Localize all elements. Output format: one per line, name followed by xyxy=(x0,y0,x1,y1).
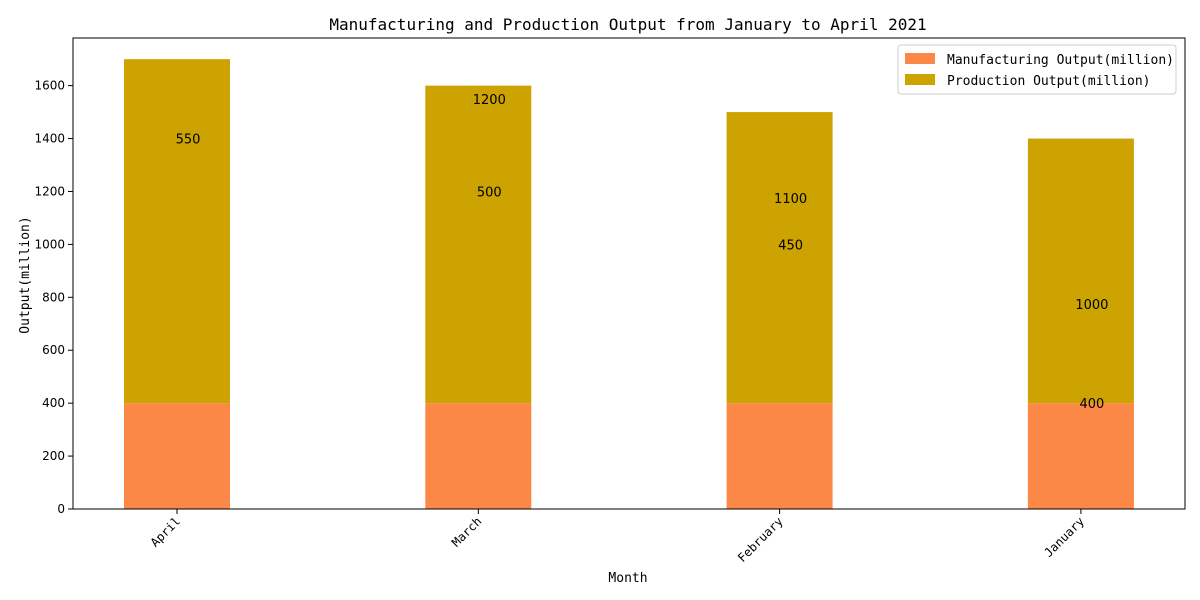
legend-label: Manufacturing Output(million) xyxy=(947,53,1174,68)
annotations-group: 550 1200 500 1100 450 1000 400 xyxy=(176,93,1109,412)
legend: Manufacturing Output(million) Production … xyxy=(897,44,1177,95)
bar-manufacturing-february xyxy=(726,403,833,509)
bar-production-march xyxy=(425,85,532,404)
plot-area: 550 1200 500 1100 450 1000 400 xyxy=(72,37,1186,510)
y-tick-label: 200 xyxy=(42,449,65,463)
bar-manufacturing-january xyxy=(1027,403,1134,509)
data-label: 1200 xyxy=(473,93,506,108)
x-tick-label-january: January xyxy=(1041,514,1087,560)
x-tick-label-april: April xyxy=(148,514,183,549)
y-tick-label: 1200 xyxy=(34,184,65,198)
data-label: 550 xyxy=(176,133,201,148)
bars-group xyxy=(124,59,1134,509)
bar-production-january xyxy=(1027,138,1134,404)
x-tick-label-march: March xyxy=(449,514,484,549)
bar-production-april xyxy=(124,59,230,404)
chart-title: Manufacturing and Production Output from… xyxy=(329,15,926,34)
legend-swatch xyxy=(905,74,935,85)
data-label: 450 xyxy=(778,238,803,253)
data-label: 1000 xyxy=(1075,298,1108,313)
y-axis-label: Output(million) xyxy=(18,216,33,333)
bar-manufacturing-april xyxy=(124,403,230,509)
y-tick-label: 1000 xyxy=(34,237,65,251)
y-tick-label: 600 xyxy=(42,343,65,357)
x-axis-label: Month xyxy=(608,571,647,586)
y-tick-label: 1600 xyxy=(34,79,65,93)
y-tick-label: 400 xyxy=(42,396,65,410)
data-label: 1100 xyxy=(774,192,807,207)
x-tick-label-february: February xyxy=(735,514,786,565)
legend-label: Production Output(million) xyxy=(947,74,1151,89)
legend-swatch xyxy=(905,53,935,64)
bar-production-february xyxy=(726,112,833,404)
y-tick-label: 1400 xyxy=(34,132,65,146)
y-tick-label: 0 xyxy=(57,502,65,516)
plot-frame xyxy=(72,37,1186,510)
y-tick-label: 800 xyxy=(42,290,65,304)
data-label: 500 xyxy=(477,185,502,200)
y-axis: 0 200 400 600 800 1000 1200 1400 1600 xyxy=(34,79,73,516)
bar-manufacturing-march xyxy=(425,403,532,509)
data-label: 400 xyxy=(1079,397,1104,412)
x-axis: April March February January xyxy=(148,509,1087,565)
legend-frame xyxy=(897,44,1177,95)
